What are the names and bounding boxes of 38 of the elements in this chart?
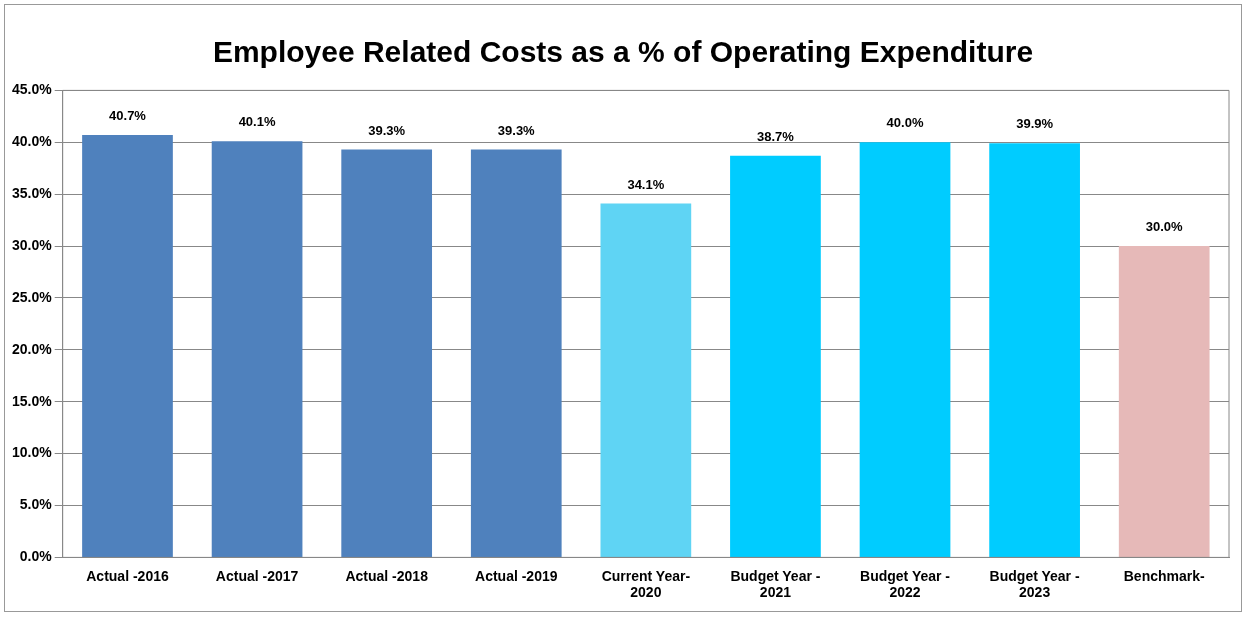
data-label: 40.7% [109,108,147,124]
y-tick-label: 20.0% [11,340,53,357]
data-label: 34.1% [627,176,665,192]
x-tick-label: Budget Year - 2023 [989,567,1080,601]
x-tick-label: Benchmark- [1123,567,1205,584]
y-tick-label: 45.0% [11,81,53,98]
bar [989,143,1080,557]
y-tick-label: 40.0% [11,133,53,150]
y-tick-label: 25.0% [11,288,53,305]
x-tick-label: Actual -2018 [345,567,429,584]
x-tick-label: Budget Year - 2022 [860,567,951,601]
bar [1118,246,1210,557]
bar [341,149,433,557]
y-tick-label: 0.0% [19,548,53,565]
x-tick-label: Current Year-2020 [601,567,691,601]
bar [470,149,562,557]
chart-title: Employee Related Costs as a % of Operating Expenditure [211,35,1035,70]
x-tick-label: Actual -2017 [215,567,299,584]
x-tick-label: Budget Year - 2021 [730,567,821,601]
data-label: 39.3% [368,122,406,138]
y-tick-label: 15.0% [11,392,53,409]
x-tick-label: Actual -2016 [86,567,169,584]
data-label: 39.9% [1016,116,1054,132]
y-tick-label: 5.0% [19,496,53,513]
data-label: 40.0% [886,115,924,131]
y-tick-label: 10.0% [11,444,53,461]
y-tick-label: 35.0% [11,185,53,202]
bar [600,203,692,557]
bar [730,155,821,557]
data-label: 40.1% [238,114,276,130]
data-label: 30.0% [1145,219,1184,235]
x-tick-label: Actual -2019 [475,567,558,584]
bar [211,141,303,557]
data-label: 38.7% [757,128,795,144]
y-tick-label: 30.0% [11,236,53,253]
data-label: 39.3% [497,122,536,138]
bar [82,135,173,557]
bar [859,142,951,557]
